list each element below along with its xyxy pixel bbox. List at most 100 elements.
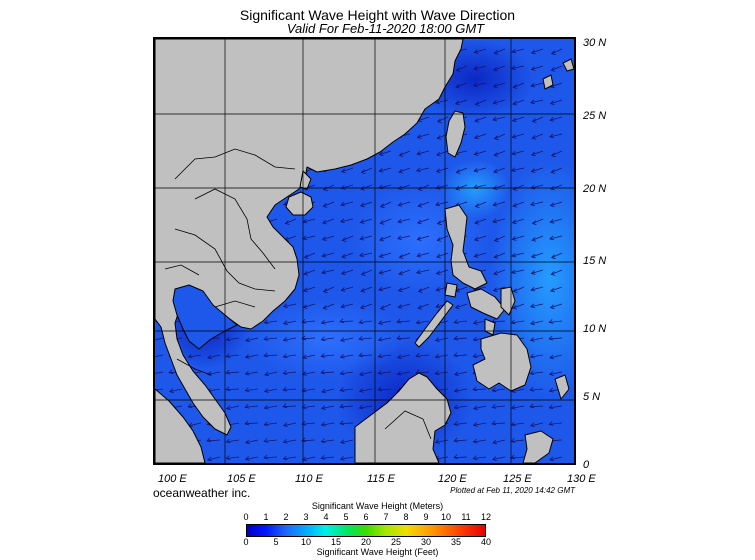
- wave-arrow: [416, 150, 430, 156]
- wave-arrow: [473, 133, 487, 140]
- wave-arrow: [511, 150, 525, 156]
- colorbar-feet-tick: 25: [390, 537, 401, 547]
- wave-arrow: [530, 201, 544, 207]
- wave-arrow: [225, 369, 240, 375]
- wave-arrow: [550, 167, 563, 174]
- wave-arrow: [320, 353, 335, 358]
- wave-arrow: [530, 65, 544, 71]
- wave-arrow: [436, 150, 449, 157]
- wave-arrow: [492, 99, 506, 105]
- wave-arrow: [472, 320, 487, 325]
- wave-arrow: [492, 82, 506, 89]
- wave-arrow: [282, 438, 297, 444]
- wave-arrow: [397, 354, 411, 360]
- wave-arrow: [531, 133, 544, 140]
- wave-arrow: [549, 201, 563, 208]
- wave-arrow: [340, 167, 354, 174]
- colorbar-feet-tick: 20: [360, 537, 371, 547]
- borneo-island: [354, 372, 452, 463]
- wave-arrow: [473, 235, 487, 242]
- wave-arrow: [263, 336, 278, 341]
- wave-arrow: [474, 99, 487, 106]
- wave-arrow: [434, 353, 449, 359]
- latitude-label: 25 N: [583, 110, 607, 122]
- wave-arrow: [453, 421, 468, 426]
- wave-arrow: [244, 387, 259, 393]
- wave-arrow: [510, 404, 525, 410]
- wave-arrow: [549, 218, 563, 224]
- wave-arrow: [360, 167, 373, 174]
- wave-arrow: [320, 405, 335, 410]
- wave-arrow: [453, 387, 468, 393]
- wave-arrow: [339, 370, 354, 376]
- wave-arrow: [207, 456, 221, 462]
- wave-arrow: [340, 439, 354, 445]
- colorbar-feet-tick: 30: [420, 537, 431, 547]
- wave-arrow: [303, 252, 316, 259]
- longitude-label: 105 E: [227, 473, 256, 485]
- wave-arrow: [549, 133, 563, 139]
- wave-arrow: [512, 201, 525, 208]
- latitude-label: 5 N: [583, 391, 601, 403]
- wave-arrow: [550, 48, 563, 56]
- wave-arrow: [472, 438, 487, 444]
- wave-arrow: [339, 318, 354, 324]
- wave-arrow: [379, 201, 392, 209]
- wave-arrow: [531, 218, 544, 225]
- wave-arrow: [549, 456, 563, 462]
- colorbar-feet-title: Significant Wave Height (Feet): [316, 547, 439, 557]
- wave-arrow: [339, 353, 354, 359]
- wave-arrow: [493, 235, 506, 243]
- wave-arrow: [397, 201, 411, 207]
- wave-arrow: [416, 269, 430, 275]
- wave-arrow: [512, 99, 525, 106]
- wave-arrow: [455, 65, 468, 72]
- wave-arrow: [320, 369, 335, 375]
- wave-arrow: [493, 133, 506, 141]
- colorbar-meters-tick: 11: [461, 512, 471, 522]
- wave-arrow: [263, 352, 278, 358]
- wave-arrow: [322, 303, 335, 310]
- wave-arrow: [511, 167, 525, 173]
- plotted-timestamp: Plotted at Feb 11, 2020 14:42 GMT: [450, 486, 575, 495]
- wave-arrow: [302, 303, 316, 309]
- wave-arrow: [491, 420, 506, 426]
- colorbar-meters-tick: 6: [363, 512, 369, 522]
- wave-arrow: [455, 167, 468, 174]
- wave-arrow: [282, 336, 297, 342]
- colorbar-meters-tick: 9: [423, 512, 429, 522]
- wave-arrow: [550, 252, 563, 260]
- wave-arrow: [473, 150, 487, 156]
- wave-arrow: [493, 167, 506, 174]
- wave-arrow: [416, 235, 430, 241]
- wave-arrow: [473, 405, 487, 411]
- wave-arrow: [472, 455, 487, 461]
- longitude-label: 110 E: [295, 473, 323, 485]
- wave-arrow: [321, 269, 335, 275]
- wave-arrow: [511, 252, 525, 258]
- wave-arrow: [492, 218, 506, 224]
- wave-arrow: [530, 48, 544, 55]
- wave-arrow: [263, 438, 278, 443]
- wave-arrow: [474, 116, 487, 123]
- wave-arrow: [359, 235, 373, 241]
- wave-arrow: [530, 269, 544, 275]
- wave-arrow: [283, 303, 297, 309]
- sumatra-island: [155, 388, 206, 463]
- wave-arrow: [301, 335, 316, 341]
- wave-arrow: [378, 150, 392, 157]
- wave-arrow: [264, 371, 278, 377]
- wave-arrow: [377, 370, 392, 375]
- wave-arrow: [473, 82, 487, 88]
- wave-arrow: [340, 303, 354, 309]
- wave-arrow: [417, 286, 430, 293]
- wave-arrow: [511, 116, 525, 123]
- wave-height-map: [153, 37, 576, 465]
- wave-arrow: [416, 133, 430, 139]
- wave-arrow: [511, 65, 525, 71]
- wave-arrow: [417, 184, 430, 191]
- wave-arrow: [320, 421, 335, 427]
- wave-arrow: [530, 82, 544, 88]
- wave-arrow: [398, 269, 411, 276]
- colorbar-feet-tick: 5: [273, 537, 279, 547]
